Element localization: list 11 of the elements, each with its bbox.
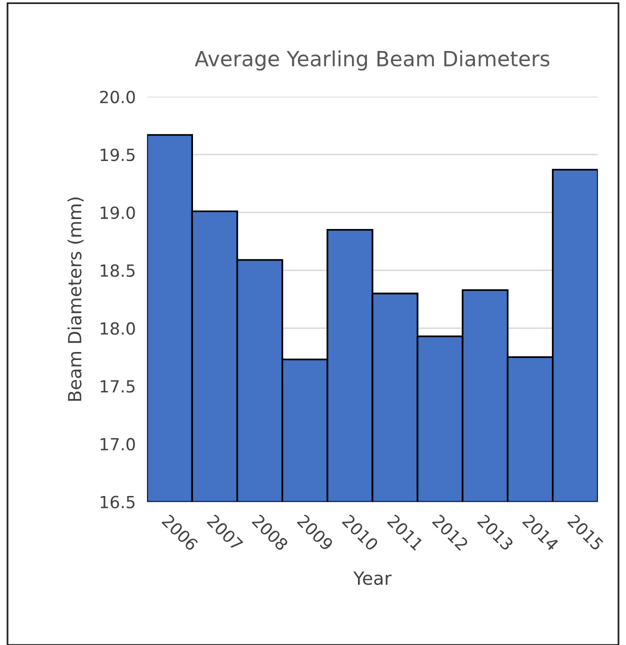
y-axis-title: Beam Diameters (mm) [68, 198, 84, 401]
x-axis-title: Year [353, 572, 392, 585]
chart-title: Average Yearling Beam Diameters [194, 50, 550, 71]
y-tick-label: 19.0 [100, 206, 135, 220]
y-tick-label: 16.5 [100, 496, 135, 508]
y-tick-label: 18.5 [100, 264, 135, 277]
y-tick-label: 19.5 [100, 148, 135, 162]
y-tick-label: 20.0 [100, 90, 135, 104]
y-tick-label: 18.0 [100, 322, 135, 335]
y-tick-label: 17.0 [100, 438, 135, 451]
y-tick-label: 17.5 [100, 380, 135, 393]
